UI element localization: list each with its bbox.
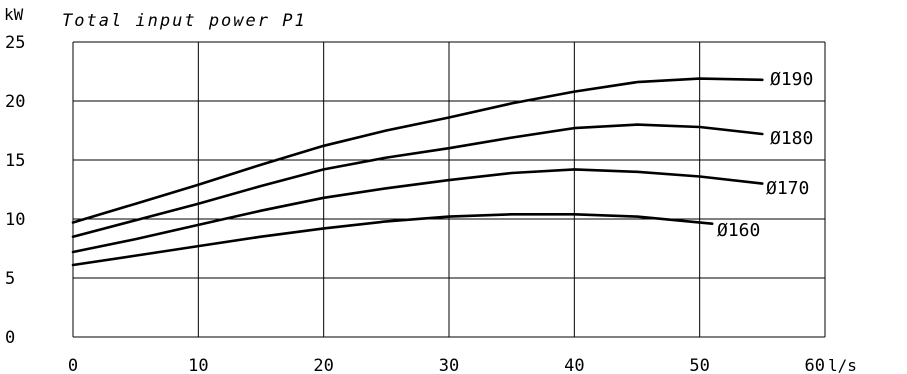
x-tick-label: 10 bbox=[188, 356, 208, 374]
series-label: Ø190 bbox=[770, 69, 813, 90]
curve-labels: Ø190 Ø180 Ø170 Ø160 bbox=[717, 69, 813, 241]
series-line bbox=[71, 123, 764, 238]
x-tick-label: 0 bbox=[68, 356, 78, 374]
series-line bbox=[71, 77, 764, 224]
x-tick-label: 60 bbox=[805, 356, 825, 374]
y-axis-unit-label: kW bbox=[4, 5, 24, 24]
curves bbox=[71, 77, 764, 267]
y-tick-label: 20 bbox=[5, 92, 25, 112]
y-tick-label: 15 bbox=[5, 151, 25, 171]
series-line bbox=[71, 168, 764, 254]
y-tick-label: 0 bbox=[5, 328, 15, 348]
axes: 0 10 20 30 40 50 60 l/s 0 5 10 15 20 25 bbox=[5, 33, 857, 374]
y-tick-label: 25 bbox=[5, 33, 25, 53]
y-tick-label: 10 bbox=[5, 210, 25, 230]
x-tick-label: 40 bbox=[564, 356, 584, 374]
x-tick-label: 50 bbox=[689, 356, 709, 374]
chart-title: Total input power P1 bbox=[62, 11, 307, 31]
x-tick-label: 30 bbox=[439, 356, 459, 374]
series-label: Ø170 bbox=[766, 178, 809, 199]
series-label: Ø160 bbox=[717, 220, 760, 241]
series-label: Ø180 bbox=[770, 128, 813, 149]
series-line bbox=[71, 213, 714, 267]
x-tick-label: 20 bbox=[313, 356, 333, 374]
grid bbox=[72, 41, 826, 338]
x-axis-unit-label: l/s bbox=[828, 356, 857, 374]
y-tick-label: 5 bbox=[5, 269, 15, 289]
